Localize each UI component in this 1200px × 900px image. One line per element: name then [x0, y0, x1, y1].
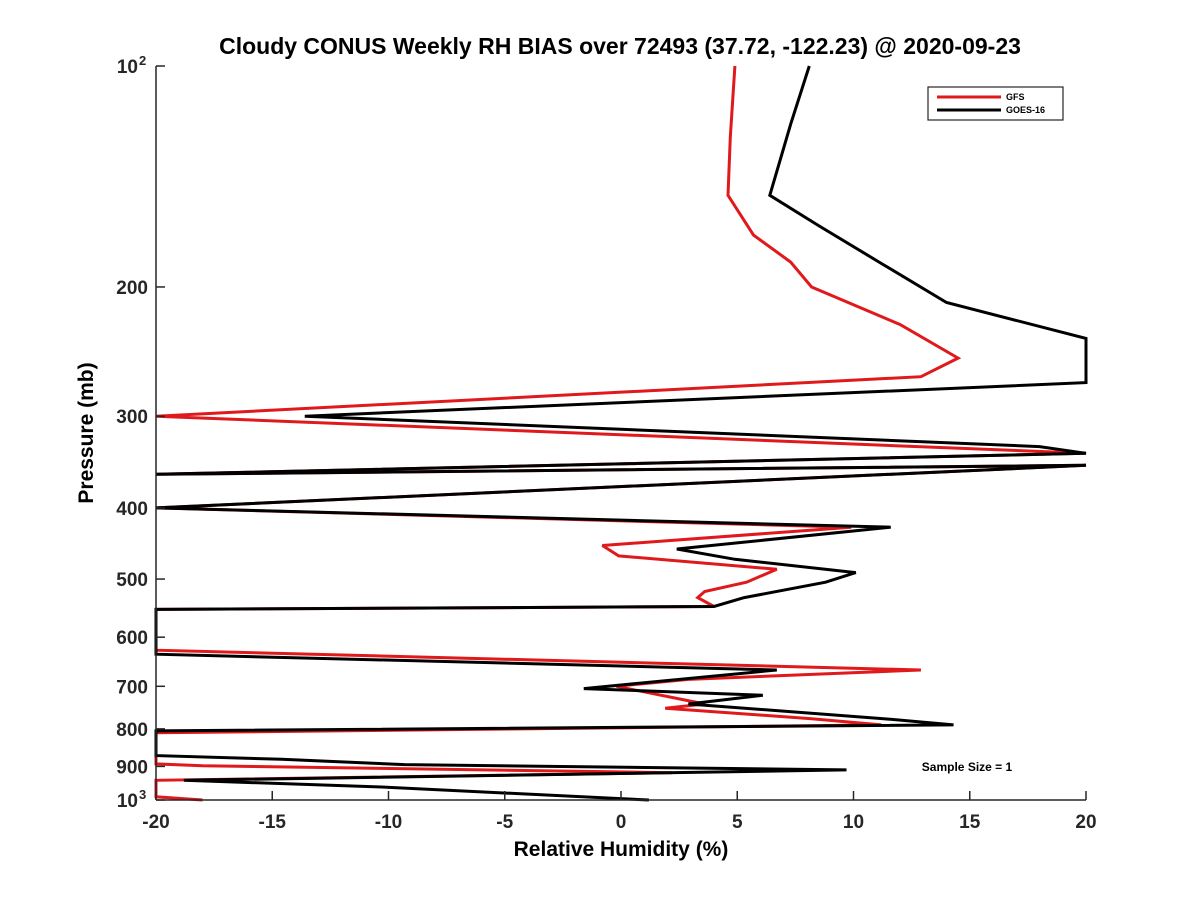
y-tick-label: 400 [116, 499, 148, 520]
legend-label-0: GFS [1006, 92, 1025, 102]
y-tick-label: 10 [117, 791, 138, 812]
x-tick-label: 0 [616, 812, 627, 833]
y-axis-label: Pressure (mb) [75, 362, 98, 503]
y-tick-label: 10 [117, 57, 138, 78]
y-tick-exponent: 2 [139, 53, 146, 68]
chart-title: Cloudy CONUS Weekly RH BIAS over 72493 (… [219, 33, 1021, 59]
y-tick-label: 200 [116, 278, 148, 299]
y-tick-label: 300 [116, 407, 148, 428]
y-tick-label: 500 [116, 570, 148, 591]
sample-size-annotation: Sample Size = 1 [922, 760, 1013, 774]
x-axis-label: Relative Humidity (%) [514, 838, 729, 861]
legend-label-1: GOES-16 [1006, 105, 1045, 115]
y-tick-label: 600 [116, 628, 148, 649]
x-tick-label: -15 [259, 812, 287, 833]
x-tick-label: -10 [375, 812, 402, 833]
x-tick-label: -20 [142, 812, 169, 833]
series-line-1 [154, 65, 1088, 802]
y-tick-exponent: 3 [139, 787, 146, 802]
x-tick-label: 15 [959, 812, 981, 833]
y-tick-label: 900 [116, 757, 148, 778]
y-tick-label: 700 [116, 677, 148, 698]
x-tick-label: 5 [732, 812, 743, 833]
series-layer [154, 65, 1088, 802]
legend: GFS GOES-16 [927, 86, 1064, 121]
x-tick-label: -5 [496, 812, 513, 833]
x-tick-label: 10 [843, 812, 864, 833]
legend-box [927, 86, 1064, 121]
x-tick-label: 20 [1075, 812, 1096, 833]
y-tick-label: 800 [116, 720, 148, 741]
